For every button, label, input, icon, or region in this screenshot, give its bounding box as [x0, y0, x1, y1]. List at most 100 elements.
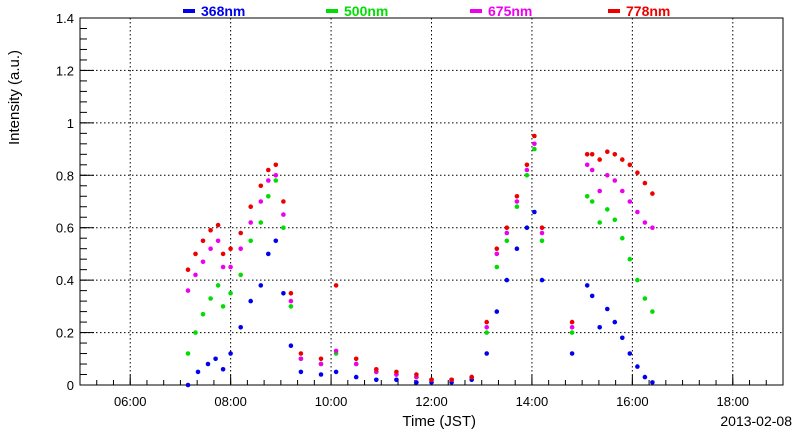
- data-point: [273, 238, 279, 244]
- data-point: [266, 251, 271, 257]
- data-point: [193, 251, 198, 257]
- data-point: [281, 291, 286, 296]
- data-point: [215, 238, 221, 244]
- data-point: [333, 369, 339, 375]
- data-point: [414, 372, 419, 377]
- data-point: [620, 335, 625, 341]
- data-point: [238, 230, 243, 236]
- data-point: [532, 141, 537, 147]
- legend: 368nm 500nm 675nm 778nm: [183, 3, 670, 19]
- data-point: [569, 330, 575, 335]
- data-point: [504, 225, 510, 230]
- data-point: [494, 309, 500, 314]
- data-point: [597, 188, 602, 194]
- data-point: [584, 194, 590, 199]
- series-368nm: [185, 209, 655, 388]
- data-point: [524, 225, 530, 230]
- data-point: [318, 356, 324, 362]
- data-point: [504, 238, 510, 244]
- data-point: [524, 162, 530, 168]
- data-point: [524, 167, 530, 173]
- data-point: [494, 264, 500, 270]
- data-point: [605, 207, 610, 212]
- data-point: [494, 246, 500, 251]
- x-tick-label: 06:00: [114, 394, 147, 409]
- series-500nm: [185, 146, 655, 383]
- data-point: [504, 230, 510, 236]
- data-point: [200, 238, 206, 244]
- data-point: [215, 283, 221, 288]
- data-point: [589, 167, 595, 173]
- data-point: [650, 225, 655, 230]
- data-point: [185, 288, 191, 293]
- data-point: [298, 369, 304, 375]
- x-axis-title: Time (JST): [402, 413, 476, 430]
- x-tick-label: 16:00: [616, 394, 649, 409]
- data-point: [374, 377, 379, 383]
- data-point: [569, 319, 575, 325]
- data-point: [208, 246, 213, 251]
- data-point: [569, 351, 575, 356]
- data-point: [514, 194, 520, 199]
- legend-label: 778nm: [626, 3, 670, 19]
- data-point: [627, 351, 633, 356]
- data-point: [258, 220, 264, 225]
- data-point: [429, 377, 434, 383]
- data-point: [248, 238, 253, 244]
- data-point: [642, 180, 648, 186]
- y-tick-label: 0.4: [56, 273, 74, 288]
- legend-label: 368nm: [201, 3, 245, 19]
- data-point: [532, 133, 537, 139]
- data-point: [414, 380, 419, 385]
- data-point: [524, 173, 530, 178]
- data-point: [612, 319, 618, 325]
- data-point: [589, 199, 595, 204]
- data-point: [220, 264, 226, 270]
- data-point: [185, 351, 191, 356]
- data-point: [215, 222, 221, 228]
- data-point: [584, 283, 590, 288]
- data-point: [612, 152, 618, 157]
- data-point: [258, 283, 264, 288]
- data-point: [200, 311, 206, 317]
- y-tick-label: 1.2: [56, 63, 74, 78]
- data-point: [220, 367, 226, 372]
- data-point: [238, 272, 243, 278]
- data-point: [318, 361, 324, 367]
- data-point: [627, 162, 633, 168]
- data-point: [298, 351, 304, 356]
- data-point: [514, 246, 520, 251]
- data-point: [238, 325, 243, 330]
- data-point: [266, 178, 271, 183]
- data-point: [584, 152, 590, 157]
- data-point: [635, 170, 640, 175]
- data-point: [627, 256, 633, 262]
- data-point: [484, 325, 490, 330]
- data-point: [605, 149, 610, 154]
- y-tick-label: 1.4: [56, 11, 74, 26]
- data-point: [650, 191, 655, 196]
- data-point: [635, 364, 640, 369]
- y-tick-label: 0.2: [56, 326, 74, 341]
- legend-label: 675nm: [488, 3, 532, 19]
- y-tick-label: 1: [67, 116, 74, 131]
- data-point: [484, 319, 490, 325]
- data-point: [205, 361, 211, 367]
- data-point: [228, 291, 233, 296]
- data-point: [532, 146, 537, 152]
- data-point: [620, 157, 625, 162]
- x-tick-label: 12:00: [415, 394, 448, 409]
- data-point: [228, 264, 233, 270]
- data-point: [539, 277, 545, 283]
- series-778nm: [185, 133, 655, 383]
- data-point: [288, 343, 294, 349]
- y-tick-label: 0.8: [56, 168, 74, 183]
- data-point: [258, 183, 264, 189]
- date-label: 2013-02-08: [720, 413, 792, 429]
- data-point: [193, 330, 198, 335]
- data-point: [258, 199, 264, 204]
- data-point: [394, 377, 399, 383]
- x-tick-label: 08:00: [214, 394, 247, 409]
- data-point: [514, 204, 520, 209]
